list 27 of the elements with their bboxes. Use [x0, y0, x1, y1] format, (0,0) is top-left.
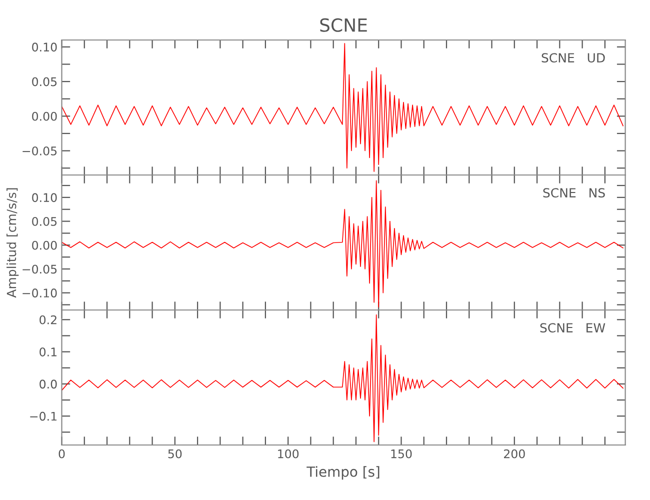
x-tick-label: 50 — [168, 449, 182, 458]
y-tick-label: 0.0 — [40, 380, 57, 389]
x-tick-label: 0 — [58, 449, 65, 458]
y-tick-label: 0.00 — [32, 112, 57, 121]
chart-title: SCNE — [320, 18, 367, 32]
y-tick-label: 0.00 — [32, 240, 57, 250]
y-tick-label: −0.10 — [22, 288, 57, 298]
annotation: SCNE UD — [542, 53, 605, 63]
x-tick-label: 150 — [391, 449, 412, 458]
y-tick-label: 0.10 — [32, 193, 57, 202]
x-tick-label: 100 — [278, 449, 299, 458]
line-series — [62, 43, 624, 172]
line-series — [62, 180, 624, 308]
annotation: SCNE EW — [540, 323, 606, 333]
line-series — [62, 314, 624, 442]
y-tick-label: 0.10 — [32, 42, 57, 52]
y-tick-label: 0.1 — [40, 348, 56, 356]
x-axis-title: Tiempo [s] — [306, 466, 380, 480]
y-tick-label: −0.05 — [22, 264, 57, 274]
y-tick-label: 0.05 — [32, 77, 57, 86]
y-tick-label: −0.05 — [22, 146, 57, 156]
annotation: SCNE NS — [543, 188, 605, 198]
y-tick-label: −0.1 — [30, 412, 56, 421]
y-tick-label: 0.2 — [40, 315, 56, 324]
y-tick-label: 0.05 — [32, 216, 57, 226]
x-tick-label: 200 — [504, 449, 525, 458]
y-axis-title: Amplitud [cm/s/s] — [6, 188, 19, 298]
